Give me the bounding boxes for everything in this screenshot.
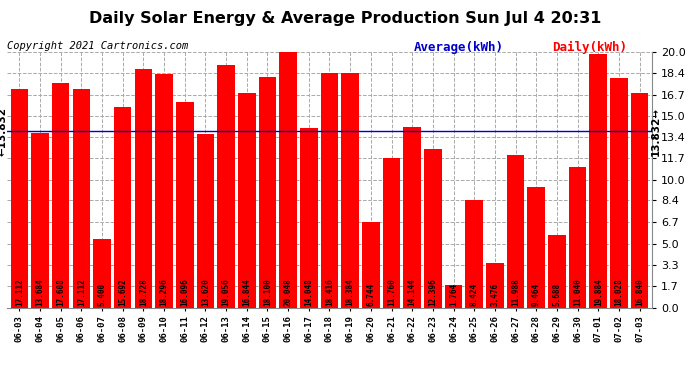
Text: 6.744: 6.744 [366,283,375,306]
Bar [155,74,172,307]
Text: 11.040: 11.040 [573,279,582,306]
Text: 17.112: 17.112 [77,279,86,306]
Text: 8.424: 8.424 [470,283,479,306]
Text: 19.884: 19.884 [594,279,603,306]
Bar [631,93,649,308]
Text: 13.684: 13.684 [35,279,44,306]
Text: Daily(kWh): Daily(kWh) [552,41,627,54]
Bar [466,200,483,308]
Text: 16.096: 16.096 [180,279,189,306]
Bar [486,263,504,308]
Text: 5.688: 5.688 [553,283,562,306]
Bar [52,83,70,308]
Bar [362,222,380,308]
Text: 3.476: 3.476 [491,283,500,306]
Text: 18.728: 18.728 [139,279,148,306]
Bar [383,158,400,308]
Bar [135,69,152,308]
Text: 18.028: 18.028 [615,279,624,306]
Bar [197,134,214,308]
Text: 16.844: 16.844 [242,279,251,306]
Text: 14.144: 14.144 [408,279,417,306]
Bar [342,73,359,308]
Text: 18.296: 18.296 [159,279,168,306]
Bar [238,93,255,308]
Bar [217,64,235,308]
Text: 11.988: 11.988 [511,279,520,306]
Text: 17.112: 17.112 [14,279,24,306]
Bar [114,107,132,308]
Text: Average(kWh): Average(kWh) [414,41,504,54]
Text: 1.764: 1.764 [449,283,458,306]
Bar [259,77,276,308]
Text: 12.396: 12.396 [428,279,437,306]
Bar [72,89,90,308]
Bar [527,187,545,308]
Text: ←13.832: ←13.832 [0,106,8,156]
Bar [445,285,462,308]
Text: 16.840: 16.840 [635,279,644,306]
Bar [404,127,421,308]
Bar [31,133,49,308]
Bar [569,167,586,308]
Text: Copyright 2021 Cartronics.com: Copyright 2021 Cartronics.com [7,41,188,51]
Text: 14.048: 14.048 [304,279,313,306]
Text: 18.416: 18.416 [325,279,334,306]
Bar [424,150,442,308]
Bar [589,54,607,307]
Text: 9.464: 9.464 [532,283,541,306]
Text: 5.400: 5.400 [97,283,106,306]
Bar [321,73,338,308]
Text: 18.100: 18.100 [263,279,272,306]
Bar [93,238,111,308]
Text: Daily Solar Energy & Average Production Sun Jul 4 20:31: Daily Solar Energy & Average Production … [89,11,601,26]
Bar [506,154,524,308]
Text: 17.608: 17.608 [56,279,65,306]
Text: 20.048: 20.048 [284,279,293,306]
Bar [300,128,317,308]
Bar [176,102,193,308]
Bar [548,235,566,308]
Bar [10,89,28,308]
Text: 19.056: 19.056 [221,279,230,306]
Bar [279,52,297,308]
Text: 15.692: 15.692 [118,279,127,306]
Bar [610,78,628,308]
Text: 18.384: 18.384 [346,279,355,306]
Text: 13.832→: 13.832→ [651,106,661,156]
Text: 13.620: 13.620 [201,279,210,306]
Text: 11.760: 11.760 [387,279,396,306]
